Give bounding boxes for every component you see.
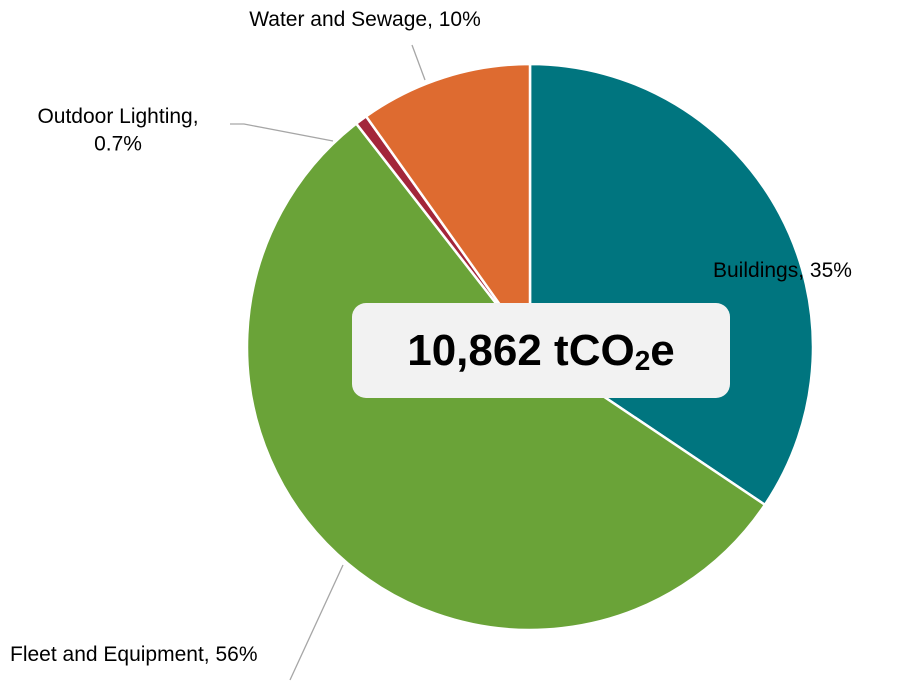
leader-line <box>411 44 426 81</box>
label-name: Water and Sewage <box>249 8 427 31</box>
label-value: 35% <box>810 259 852 282</box>
total: 10,862 <box>407 326 542 375</box>
pie-slice <box>528 62 815 507</box>
pie-slice <box>364 62 532 351</box>
slice-label: Buildings, 35% <box>713 259 852 282</box>
unit-sub: 2 <box>635 345 651 376</box>
label-name: Buildings <box>713 259 798 282</box>
center-label: 10,862 tCO2e <box>407 326 675 377</box>
unit-suffix: e <box>650 326 674 375</box>
slice-label: Water and Sewage, 10% <box>249 8 481 31</box>
label-name: Fleet and Equipment <box>10 643 204 666</box>
label-value: 10% <box>439 8 481 31</box>
leader-line <box>230 123 334 142</box>
leader-line <box>289 564 344 681</box>
center-box <box>352 303 730 398</box>
slice-label: Fleet and Equipment, 56% <box>10 643 258 666</box>
label-name: Outdoor Lighting <box>37 105 192 128</box>
slice-label: Outdoor Lighting, <box>37 105 198 128</box>
unit: tCO <box>554 326 635 375</box>
label-value: 0.7% <box>94 133 142 156</box>
label-value: 56% <box>215 643 257 666</box>
